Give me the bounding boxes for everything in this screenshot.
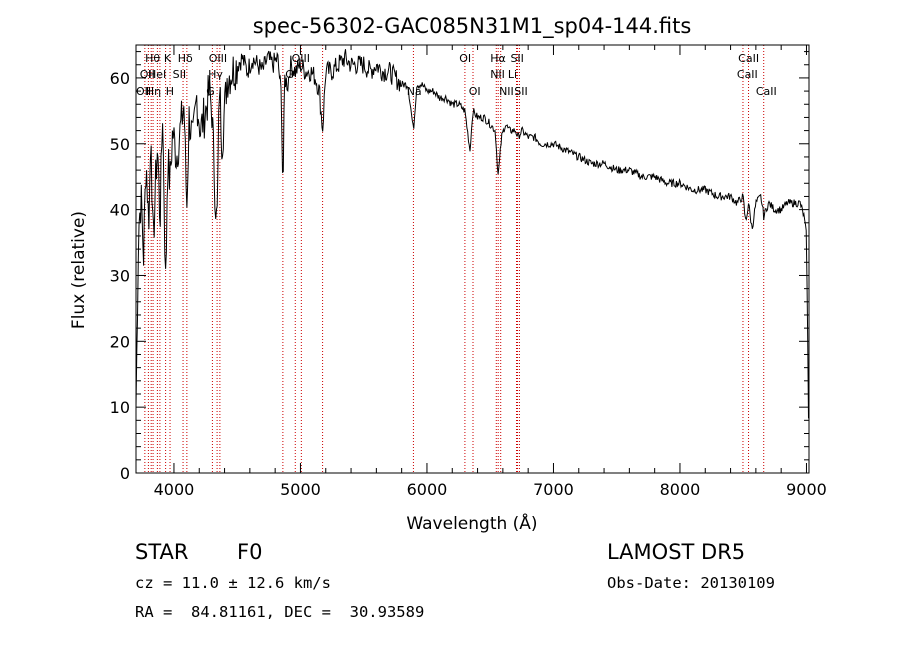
y-axis-ticks: 0 10 20 30 40 50 60 bbox=[110, 51, 809, 483]
spectral-line-label: Hα bbox=[490, 52, 506, 65]
spectral-line-label: K bbox=[164, 52, 172, 65]
coordinates: RA = 84.81161, DEC = 30.93589 bbox=[135, 603, 425, 621]
y-tick-label: 60 bbox=[110, 69, 130, 88]
x-tick-label: 6000 bbox=[407, 480, 448, 499]
y-tick-label: 0 bbox=[120, 464, 130, 483]
x-tick-label: 4000 bbox=[154, 480, 195, 499]
y-tick-label: 20 bbox=[110, 332, 130, 351]
spectral-line-label: OI bbox=[469, 85, 481, 98]
y-tick-label: 50 bbox=[110, 135, 130, 154]
y-tick-label: 30 bbox=[110, 266, 130, 285]
spectral-line-label: Hδ bbox=[178, 52, 193, 65]
spectral-line-label: CaII bbox=[756, 85, 777, 98]
spectral-line-label: SII bbox=[510, 52, 523, 65]
spectral-line-label: HeI bbox=[148, 68, 166, 81]
redshift-text: cz = 11.0 ± 12.6 km/s bbox=[135, 574, 331, 592]
spectral-line-label: OI bbox=[459, 52, 471, 65]
spectral-line-label: Li bbox=[508, 68, 517, 81]
spectral-line-label: CaII bbox=[738, 52, 759, 65]
spectral-line-label: OIII bbox=[209, 52, 227, 65]
spectral-line-markers bbox=[144, 45, 765, 473]
spectral-line-label: Hη bbox=[146, 85, 161, 98]
object-class: STAR bbox=[135, 540, 189, 564]
spectral-line-label: NII bbox=[499, 85, 514, 98]
survey-name: LAMOST DR5 bbox=[607, 540, 746, 564]
obs-date: Obs-Date: 20130109 bbox=[607, 574, 775, 592]
x-axis-ticks: 4000 5000 6000 7000 8000 9000 bbox=[154, 45, 827, 499]
spectral-line-label: H bbox=[166, 85, 174, 98]
x-tick-label: 7000 bbox=[533, 480, 574, 499]
y-tick-label: 40 bbox=[110, 201, 130, 220]
spectral-line-label: CaII bbox=[737, 68, 758, 81]
spectral-line-label: G bbox=[285, 68, 294, 81]
spectrum-line bbox=[135, 49, 809, 419]
y-axis-label: Flux (relative) bbox=[69, 211, 89, 329]
x-tick-label: 9000 bbox=[786, 480, 827, 499]
spectral-line-label: Na bbox=[407, 85, 422, 98]
spectral-line-label: Hγ bbox=[208, 68, 223, 81]
spectral-line-label: OIII bbox=[292, 52, 310, 65]
x-axis-label: Wavelength (Å) bbox=[406, 512, 537, 534]
x-tick-label: 5000 bbox=[280, 480, 321, 499]
x-tick-label: 8000 bbox=[660, 480, 701, 499]
spectral-line-label: Hθ bbox=[145, 52, 160, 65]
spectral-line-label: NII bbox=[490, 68, 505, 81]
spectral-line-label: SII bbox=[514, 85, 527, 98]
spectral-line-label: OII bbox=[136, 85, 151, 98]
plot-frame bbox=[135, 44, 810, 474]
subclass: F0 bbox=[237, 540, 263, 564]
y-tick-label: 10 bbox=[110, 398, 130, 417]
chart-title: spec-56302-GAC085N31M1_sp04-144.fits bbox=[253, 14, 692, 39]
spectral-line-label: SII bbox=[173, 68, 186, 81]
